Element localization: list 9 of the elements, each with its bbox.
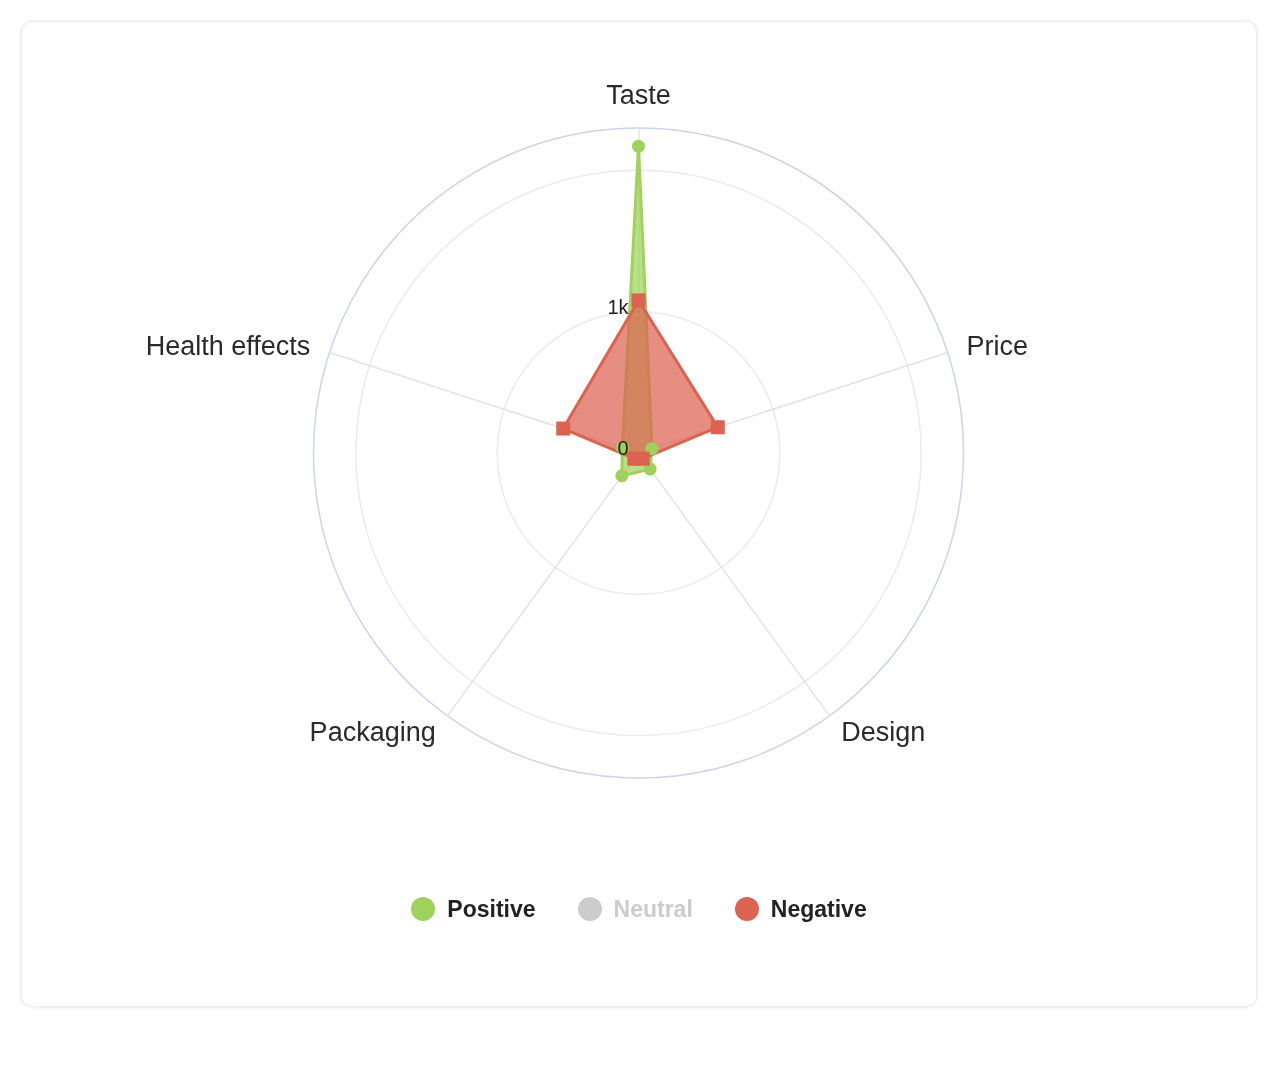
spoke-label: Health effects [145, 331, 311, 362]
legend-label: Positive [447, 896, 536, 922]
y-tick-label: 1k [607, 295, 630, 318]
legend-label: Negative [770, 896, 867, 922]
y-tick-label: 0 [617, 437, 629, 459]
spoke-label: Taste [606, 79, 671, 110]
spoke-label: Price [966, 331, 1029, 362]
spoke-label: Packaging [309, 717, 436, 748]
spoke-label: Design [841, 717, 926, 748]
